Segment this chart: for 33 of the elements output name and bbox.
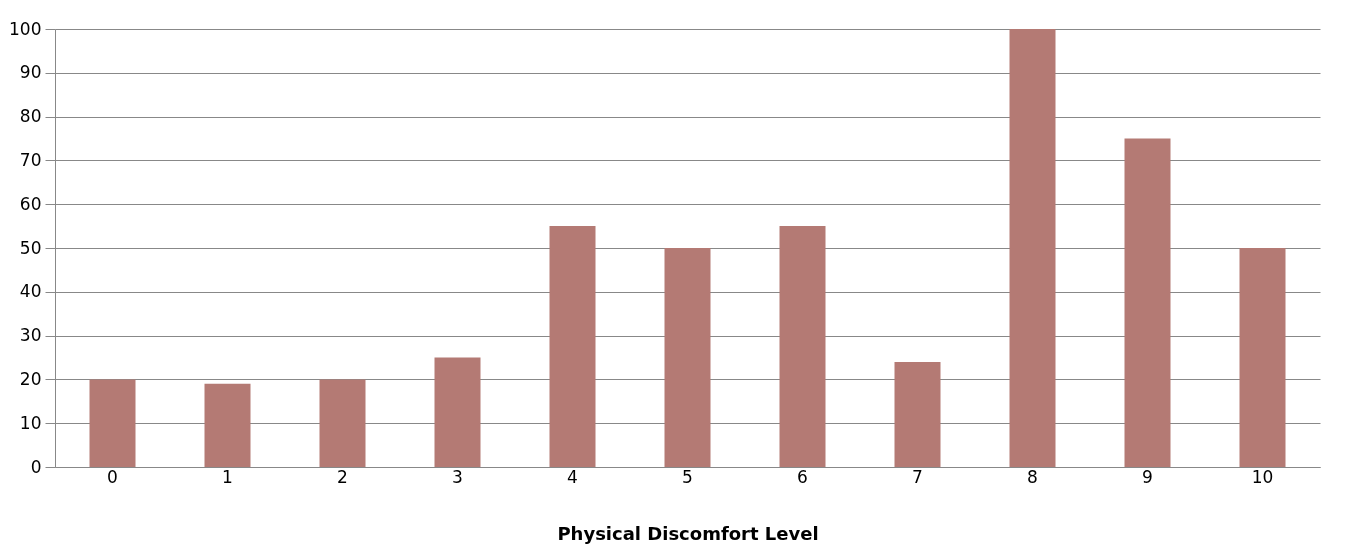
x-tick-label: 3 [452, 466, 463, 487]
y-tick-label: 40 [19, 281, 42, 302]
x-tick-label: 6 [797, 466, 808, 487]
bar [1124, 138, 1171, 467]
y-tick-label: 30 [19, 325, 42, 346]
y-tick-label: 90 [19, 62, 42, 83]
x-tick-label: 1 [222, 466, 233, 487]
y-tick-label: 80 [19, 106, 42, 127]
y-tick-label: 10 [19, 412, 42, 433]
y-tick-label: 100 [9, 18, 42, 39]
bar [1239, 248, 1286, 467]
x-tick-label: 5 [682, 466, 693, 487]
bar [434, 357, 481, 467]
bar [1009, 29, 1056, 467]
x-tick-label: 8 [1027, 466, 1038, 487]
bar [204, 383, 251, 467]
x-axis-title: Physical Discomfort Level [557, 522, 819, 544]
y-tick-label: 50 [19, 237, 42, 258]
x-tick-label: 2 [337, 466, 348, 487]
bar [549, 226, 596, 467]
bar [664, 248, 711, 467]
x-tick-label: 7 [912, 466, 923, 487]
x-tick-label: 9 [1142, 466, 1153, 487]
bar [779, 226, 826, 467]
bar [894, 361, 941, 467]
x-tick-label: 4 [567, 466, 578, 487]
y-tick-label: 70 [19, 149, 42, 170]
bar [319, 379, 366, 467]
y-tick-label: 60 [19, 193, 42, 214]
x-tick-label: 0 [107, 466, 118, 487]
bar [89, 379, 136, 467]
y-tick-label: 20 [19, 368, 42, 389]
x-tick-label: 10 [1251, 466, 1274, 487]
